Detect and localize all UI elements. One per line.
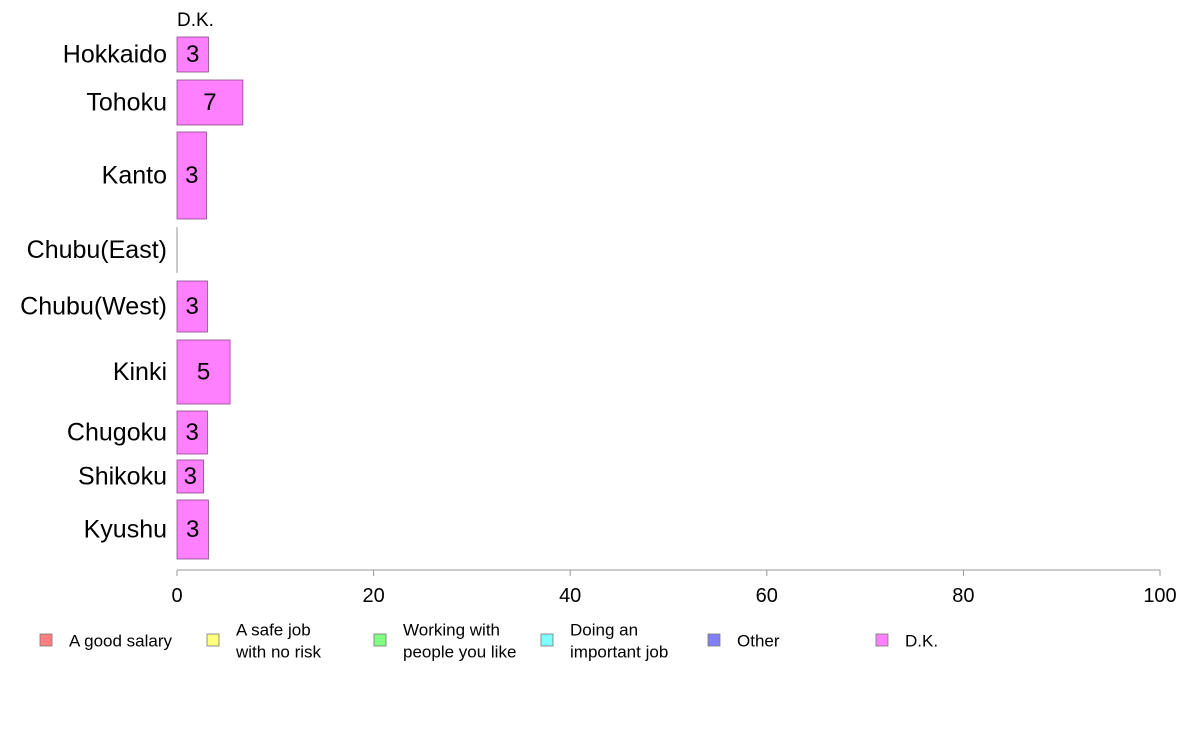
- legend-label: Doing an: [570, 621, 638, 640]
- legend-item: A safe job with no risk: [206, 621, 322, 662]
- legend-label: Other: [737, 632, 780, 651]
- bars: Hokkaido 3 Tohoku 7 Kanto 3 Chubu(East) Chubu(W…: [20, 36, 244, 560]
- bar: [176, 459, 204, 494]
- data-label: 7: [203, 89, 216, 116]
- legend-swatch: [875, 633, 889, 647]
- legend-label: A safe job: [236, 621, 311, 640]
- legend: A good salary A safe job with no risk Worki…: [39, 621, 938, 662]
- bar: [176, 339, 231, 405]
- data-label: 3: [186, 516, 199, 543]
- legend-swatch: [39, 633, 53, 647]
- data-label: 5: [197, 359, 210, 386]
- data-label: 3: [185, 162, 198, 189]
- x-tick-label: 0: [171, 585, 182, 607]
- legend-label: D.K.: [905, 632, 938, 651]
- legend-item: Working with people you like: [373, 621, 516, 662]
- data-label: 3: [186, 293, 199, 320]
- series-title: D.K.: [177, 10, 214, 31]
- bar: [176, 36, 209, 73]
- category-label: Kanto: [102, 162, 167, 190]
- legend-swatch: [707, 633, 721, 647]
- x-tick-label: 60: [756, 585, 778, 607]
- legend-swatch: [206, 633, 220, 647]
- legend-label: people you like: [403, 643, 516, 662]
- bar: [176, 131, 207, 220]
- legend-label: Working with: [403, 621, 500, 640]
- legend-swatch: [540, 633, 554, 647]
- category-label: Chugoku: [67, 419, 167, 447]
- category-label: Chubu(West): [20, 293, 167, 321]
- category-label: Hokkaido: [63, 41, 167, 69]
- category-label: Tohoku: [86, 89, 167, 117]
- legend-item: D.K.: [875, 632, 938, 651]
- x-axis: 0 20 40 60 80 100: [171, 569, 1177, 607]
- x-tick-label: 100: [1143, 585, 1176, 607]
- bar: [176, 499, 209, 560]
- data-label: 3: [186, 41, 199, 68]
- bar: [176, 79, 244, 126]
- legend-swatch: [373, 633, 387, 647]
- category-label: Chubu(East): [27, 236, 167, 264]
- legend-label: important job: [570, 643, 668, 662]
- legend-label: A good salary: [69, 632, 173, 651]
- bar: [176, 280, 208, 333]
- x-tick-label: 80: [952, 585, 974, 607]
- bar: [176, 410, 208, 455]
- legend-item: Other: [707, 632, 780, 651]
- x-tick-label: 20: [362, 585, 384, 607]
- category-label: Kyushu: [84, 516, 167, 544]
- data-label: 3: [184, 463, 197, 490]
- data-label: 3: [186, 419, 199, 446]
- legend-label: with no risk: [235, 643, 322, 662]
- category-label: Shikoku: [78, 463, 167, 491]
- legend-item: A good salary: [39, 632, 173, 651]
- category-label: Kinki: [113, 358, 167, 386]
- legend-item: Doing an important job: [540, 621, 668, 662]
- x-tick-label: 40: [559, 585, 581, 607]
